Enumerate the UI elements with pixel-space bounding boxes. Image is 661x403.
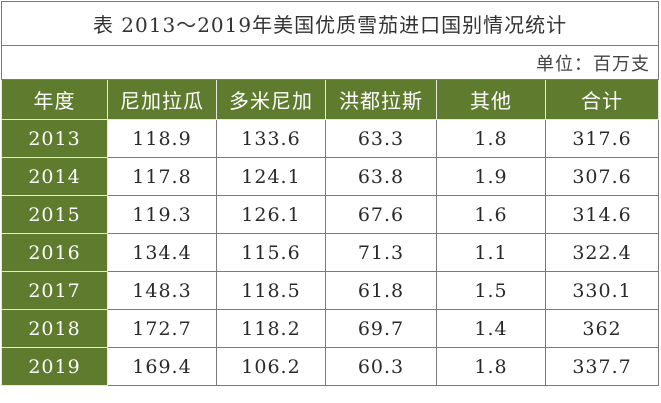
- cell-honduras: 63.3: [325, 119, 437, 158]
- cell-nicaragua: 119.3: [107, 195, 217, 234]
- cell-dominican: 115.6: [216, 233, 326, 272]
- cell-nicaragua: 118.9: [107, 119, 217, 158]
- table-row: 2016 134.4 115.6 71.3 1.1 322.4: [1, 233, 660, 272]
- cell-total: 337.7: [544, 347, 660, 386]
- cell-year: 2017: [1, 271, 108, 310]
- cell-nicaragua: 169.4: [107, 347, 217, 386]
- cell-total: 314.6: [544, 195, 660, 234]
- cell-other: 1.5: [436, 271, 546, 310]
- header-row: 年度 尼加拉瓜 多米尼加 洪都拉斯 其他 合计: [1, 79, 660, 120]
- table-row: 2018 172.7 118.2 69.7 1.4 362: [1, 309, 660, 348]
- cell-total: 317.6: [544, 119, 660, 158]
- cell-year: 2013: [1, 119, 108, 158]
- table-row: 2015 119.3 126.1 67.6 1.6 314.6: [1, 195, 660, 234]
- cell-year: 2016: [1, 233, 108, 272]
- cell-other: 1.8: [436, 119, 546, 158]
- cell-other: 1.8: [436, 347, 546, 386]
- cell-dominican: 118.5: [216, 271, 326, 310]
- cell-honduras: 69.7: [325, 309, 437, 348]
- cell-nicaragua: 117.8: [107, 157, 217, 196]
- table-row: 2013 118.9 133.6 63.3 1.8 317.6: [1, 119, 660, 158]
- cell-total: 322.4: [544, 233, 660, 272]
- cell-dominican: 106.2: [216, 347, 326, 386]
- cigar-import-table: 表 2013～2019年美国优质雪茄进口国别情况统计 单位：百万支 年度 尼加拉…: [0, 1, 660, 386]
- cell-honduras: 67.6: [325, 195, 437, 234]
- table-row: 2019 169.4 106.2 60.3 1.8 337.7: [1, 347, 660, 386]
- cell-total: 307.6: [544, 157, 660, 196]
- cell-honduras: 60.3: [325, 347, 437, 386]
- cell-dominican: 133.6: [216, 119, 326, 158]
- cell-year: 2015: [1, 195, 108, 234]
- title-row: 表 2013～2019年美国优质雪茄进口国别情况统计: [0, 1, 660, 46]
- unit-label: 单位：百万支: [0, 45, 660, 80]
- cell-honduras: 71.3: [325, 233, 437, 272]
- cell-other: 1.6: [436, 195, 546, 234]
- table-row: 2017 148.3 118.5 61.8 1.5 330.1: [1, 271, 660, 310]
- cell-other: 1.4: [436, 309, 546, 348]
- header-dominican: 多米尼加: [216, 79, 326, 120]
- cell-total: 362: [544, 309, 660, 348]
- cell-year: 2019: [1, 347, 108, 386]
- cell-honduras: 63.8: [325, 157, 437, 196]
- cell-dominican: 118.2: [216, 309, 326, 348]
- unit-row: 单位：百万支: [0, 45, 660, 80]
- header-honduras: 洪都拉斯: [325, 79, 437, 120]
- cell-dominican: 124.1: [216, 157, 326, 196]
- cell-nicaragua: 172.7: [107, 309, 217, 348]
- header-year: 年度: [1, 79, 108, 120]
- header-total: 合计: [544, 79, 660, 120]
- cell-year: 2018: [1, 309, 108, 348]
- table-row: 2014 117.8 124.1 63.8 1.9 307.6: [1, 157, 660, 196]
- cell-honduras: 61.8: [325, 271, 437, 310]
- cell-year: 2014: [1, 157, 108, 196]
- cell-other: 1.9: [436, 157, 546, 196]
- cell-nicaragua: 134.4: [107, 233, 217, 272]
- cell-dominican: 126.1: [216, 195, 326, 234]
- header-other: 其他: [436, 79, 546, 120]
- header-nicaragua: 尼加拉瓜: [107, 79, 217, 120]
- cell-total: 330.1: [544, 271, 660, 310]
- table-title: 表 2013～2019年美国优质雪茄进口国别情况统计: [0, 1, 660, 46]
- cell-other: 1.1: [436, 233, 546, 272]
- cell-nicaragua: 148.3: [107, 271, 217, 310]
